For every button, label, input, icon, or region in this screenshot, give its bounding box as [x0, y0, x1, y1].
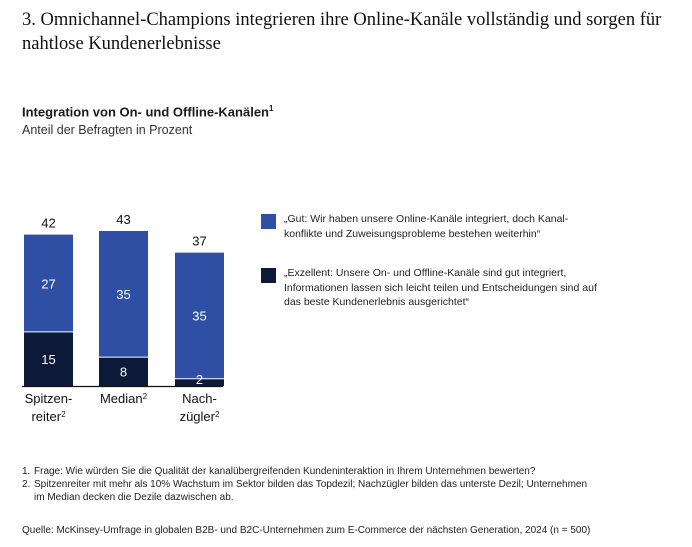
chart-title-text: Integration von On- und Offline-Kanälen: [22, 104, 269, 120]
footnote-2-text: Spitzenreiter mit mehr als 10% Wachstum …: [34, 479, 588, 503]
value-label-exzellent-2: 2: [196, 372, 203, 387]
footnote-1-text: Frage: Wie würden Sie die Qualität der k…: [34, 466, 536, 477]
category-label-0-line-0: Spitzen-: [25, 391, 73, 406]
total-label-2: 37: [192, 234, 206, 249]
legend-item-exzellent: „Exzellent: Unsere On- und Offline-Kanäl…: [261, 266, 604, 310]
category-label-0-line-1: reiter2: [31, 409, 66, 424]
bar-gut-1: [99, 231, 148, 358]
footnotes: 1. Frage: Wie würden Sie die Qualität de…: [22, 465, 594, 504]
legend-swatch-exzellent: [261, 268, 276, 283]
chart-title-footnote: 1: [269, 104, 274, 113]
total-label-1: 43: [116, 212, 130, 227]
category-label-1-line-0: Median2: [100, 391, 148, 406]
source-note: Quelle: McKinsey-Umfrage in globalen B2B…: [22, 525, 591, 536]
footnote-1-number: 1.: [22, 466, 31, 477]
legend-swatch-gut: [261, 214, 276, 229]
value-label-exzellent-1: 8: [120, 365, 127, 380]
legend-label-gut: „Gut: Wir haben unsere Online-Kanäle int…: [284, 213, 569, 240]
chart-subtitle: Anteil der Befragten in Prozent: [22, 123, 193, 137]
value-label-exzellent-0: 15: [41, 352, 55, 367]
bar-gut-2: [175, 252, 224, 379]
legend-item-gut: „Gut: Wir haben unsere Online-Kanäle int…: [261, 212, 604, 241]
footnote-2: 2. Spitzenreiter mit mehr als 10% Wachst…: [22, 478, 594, 504]
chart-title: Integration von On- und Offline-Kanälen1: [22, 104, 273, 119]
category-label-2-line-0: Nach-: [182, 391, 217, 406]
footnote-2-number: 2.: [22, 479, 31, 490]
value-label-gut-2: 35: [192, 309, 206, 324]
bar-gut-0: [24, 234, 73, 332]
bar-exzellent-2: [175, 378, 224, 386]
headline: 3. Omnichannel-Champions integrieren ihr…: [22, 10, 662, 54]
category-label-2-line-1: zügler2: [180, 409, 220, 424]
bar-exzellent-0: [24, 331, 73, 386]
total-label-0: 42: [41, 216, 55, 231]
value-label-gut-1: 35: [116, 287, 130, 302]
footnote-1: 1. Frage: Wie würden Sie die Qualität de…: [22, 465, 594, 478]
value-label-gut-0: 27: [41, 276, 55, 291]
bar-exzellent-1: [99, 357, 148, 386]
legend-label-exzellent: „Exzellent: Unsere On- und Offline-Kanäl…: [284, 267, 597, 308]
